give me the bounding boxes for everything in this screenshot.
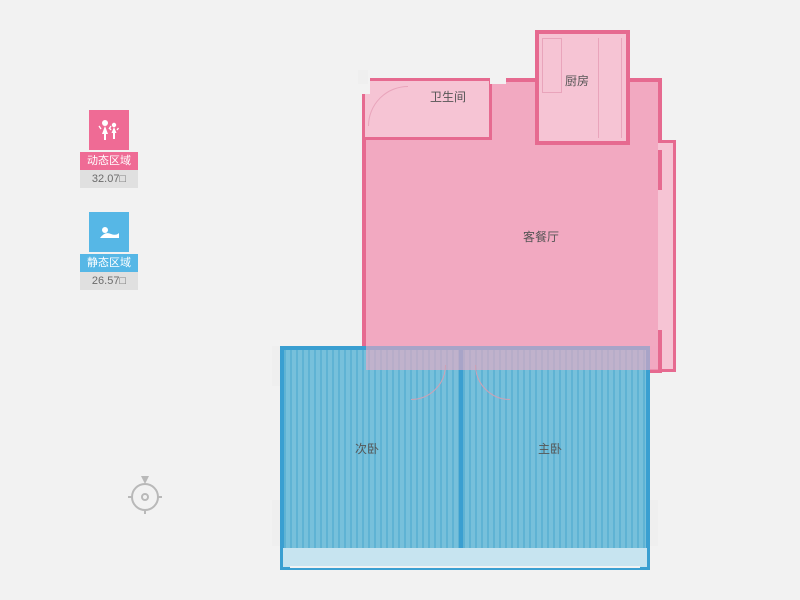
people-icon bbox=[89, 110, 129, 150]
label-master-bedroom: 主卧 bbox=[538, 440, 562, 457]
legend-dynamic-value: 32.07□ bbox=[80, 170, 138, 188]
legend-static-title: 静态区域 bbox=[80, 254, 138, 272]
overlap-living-bedrooms bbox=[366, 346, 658, 370]
legend: 动态区域 32.07□ 静态区域 26.57□ bbox=[80, 110, 138, 314]
legend-static: 静态区域 26.57□ bbox=[80, 212, 138, 290]
label-secondary-bedroom: 次卧 bbox=[355, 440, 379, 457]
legend-dynamic: 动态区域 32.07□ bbox=[80, 110, 138, 188]
compass-icon bbox=[125, 475, 165, 515]
label-kitchen: 厨房 bbox=[565, 72, 589, 89]
legend-dynamic-title: 动态区域 bbox=[80, 152, 138, 170]
label-bathroom: 卫生间 bbox=[430, 88, 466, 105]
rest-icon bbox=[89, 212, 129, 252]
legend-static-value: 26.57□ bbox=[80, 272, 138, 290]
floor-plan: 厨房 卫生间 客餐厅 次卧 主卧 bbox=[280, 30, 695, 575]
label-living: 客餐厅 bbox=[523, 228, 559, 245]
